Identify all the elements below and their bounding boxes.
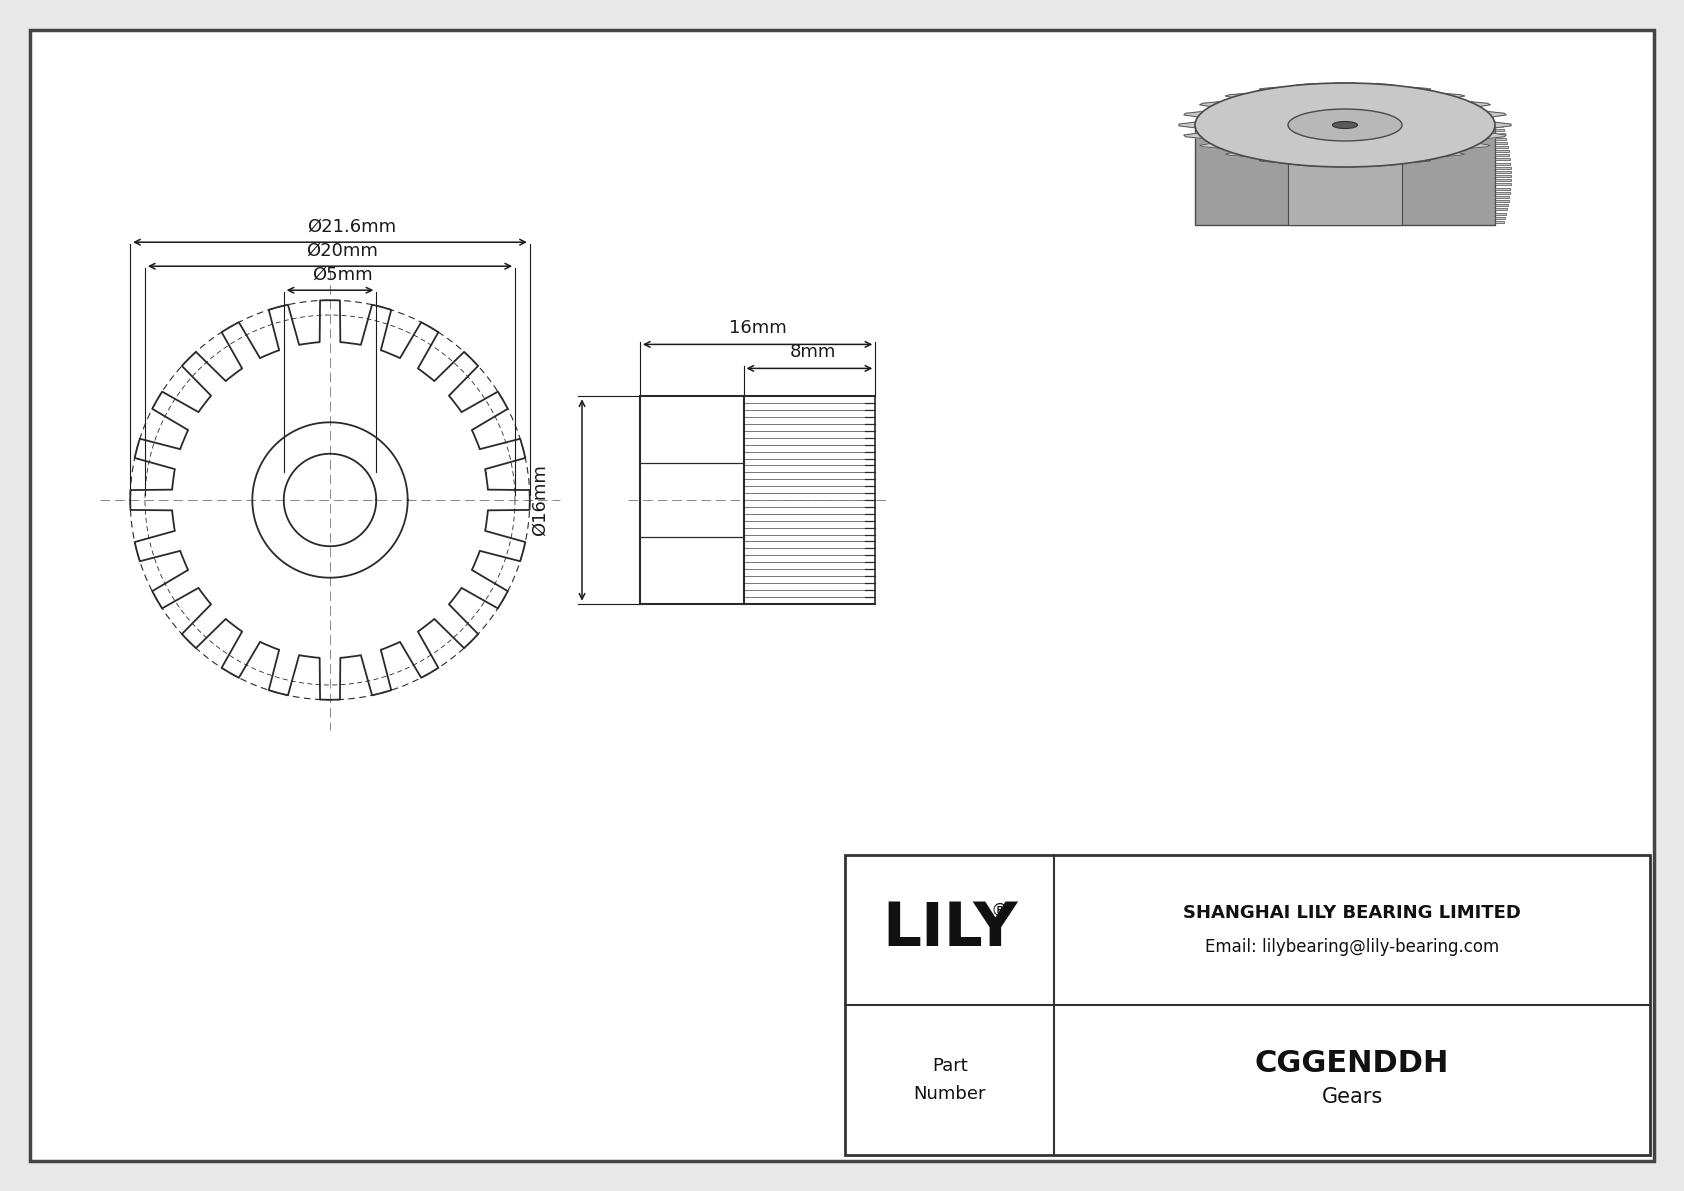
Polygon shape — [1411, 87, 1431, 91]
Polygon shape — [1443, 152, 1465, 157]
FancyBboxPatch shape — [1495, 187, 1511, 189]
Text: Ø16mm: Ø16mm — [530, 464, 549, 536]
Polygon shape — [1470, 143, 1490, 149]
FancyBboxPatch shape — [1495, 192, 1511, 194]
FancyBboxPatch shape — [1495, 220, 1504, 223]
Text: Email: lilybearing@lily-bearing.com: Email: lilybearing@lily-bearing.com — [1206, 939, 1499, 956]
Text: 16mm: 16mm — [729, 319, 786, 337]
FancyBboxPatch shape — [1495, 183, 1511, 186]
FancyBboxPatch shape — [1495, 204, 1507, 206]
FancyBboxPatch shape — [30, 30, 1654, 1161]
FancyBboxPatch shape — [1495, 170, 1511, 173]
FancyBboxPatch shape — [1495, 200, 1509, 202]
Text: Ø5mm: Ø5mm — [312, 266, 372, 283]
FancyBboxPatch shape — [1495, 162, 1511, 164]
FancyBboxPatch shape — [1495, 208, 1507, 211]
FancyBboxPatch shape — [1495, 179, 1511, 181]
FancyBboxPatch shape — [1495, 175, 1511, 177]
FancyBboxPatch shape — [1495, 137, 1505, 139]
FancyBboxPatch shape — [1495, 158, 1511, 161]
Polygon shape — [1487, 112, 1505, 117]
FancyBboxPatch shape — [1196, 125, 1495, 225]
FancyBboxPatch shape — [1495, 167, 1511, 169]
FancyBboxPatch shape — [1495, 145, 1507, 148]
Polygon shape — [1487, 133, 1505, 138]
FancyBboxPatch shape — [1495, 154, 1509, 156]
FancyBboxPatch shape — [1495, 133, 1505, 136]
Polygon shape — [1495, 123, 1511, 127]
Ellipse shape — [1288, 110, 1403, 141]
FancyBboxPatch shape — [1288, 125, 1403, 225]
Polygon shape — [1374, 164, 1394, 167]
FancyBboxPatch shape — [1495, 150, 1509, 152]
Polygon shape — [1297, 164, 1317, 167]
Text: 8mm: 8mm — [790, 343, 837, 361]
FancyBboxPatch shape — [1495, 195, 1509, 198]
FancyBboxPatch shape — [1495, 125, 1504, 127]
Text: Number: Number — [913, 1085, 985, 1103]
Polygon shape — [1470, 101, 1490, 106]
Text: Ø20mm: Ø20mm — [306, 242, 377, 260]
FancyBboxPatch shape — [1495, 212, 1505, 214]
Text: LILY: LILY — [882, 900, 1017, 960]
Text: CGGENDDH: CGGENDDH — [1255, 1048, 1450, 1078]
Text: Part: Part — [931, 1056, 968, 1075]
FancyBboxPatch shape — [1495, 217, 1505, 219]
Text: ®: ® — [990, 902, 1009, 919]
Polygon shape — [1260, 160, 1280, 163]
FancyBboxPatch shape — [1495, 129, 1504, 131]
Polygon shape — [1297, 83, 1317, 86]
Text: Ø21.6mm: Ø21.6mm — [308, 217, 396, 235]
Polygon shape — [1179, 123, 1196, 127]
Polygon shape — [1184, 112, 1202, 117]
Text: Gears: Gears — [1322, 1087, 1383, 1106]
Text: SHANGHAI LILY BEARING LIMITED: SHANGHAI LILY BEARING LIMITED — [1184, 904, 1521, 922]
Polygon shape — [1199, 143, 1221, 149]
Polygon shape — [1199, 101, 1221, 106]
Polygon shape — [1226, 152, 1246, 157]
Polygon shape — [1226, 93, 1246, 98]
Ellipse shape — [1196, 83, 1495, 167]
Polygon shape — [1260, 87, 1280, 91]
FancyBboxPatch shape — [1495, 142, 1507, 144]
Polygon shape — [1443, 93, 1465, 98]
Ellipse shape — [1332, 121, 1357, 129]
FancyBboxPatch shape — [845, 855, 1650, 1155]
Polygon shape — [1374, 83, 1394, 86]
Polygon shape — [1411, 160, 1431, 163]
Polygon shape — [1184, 133, 1202, 138]
